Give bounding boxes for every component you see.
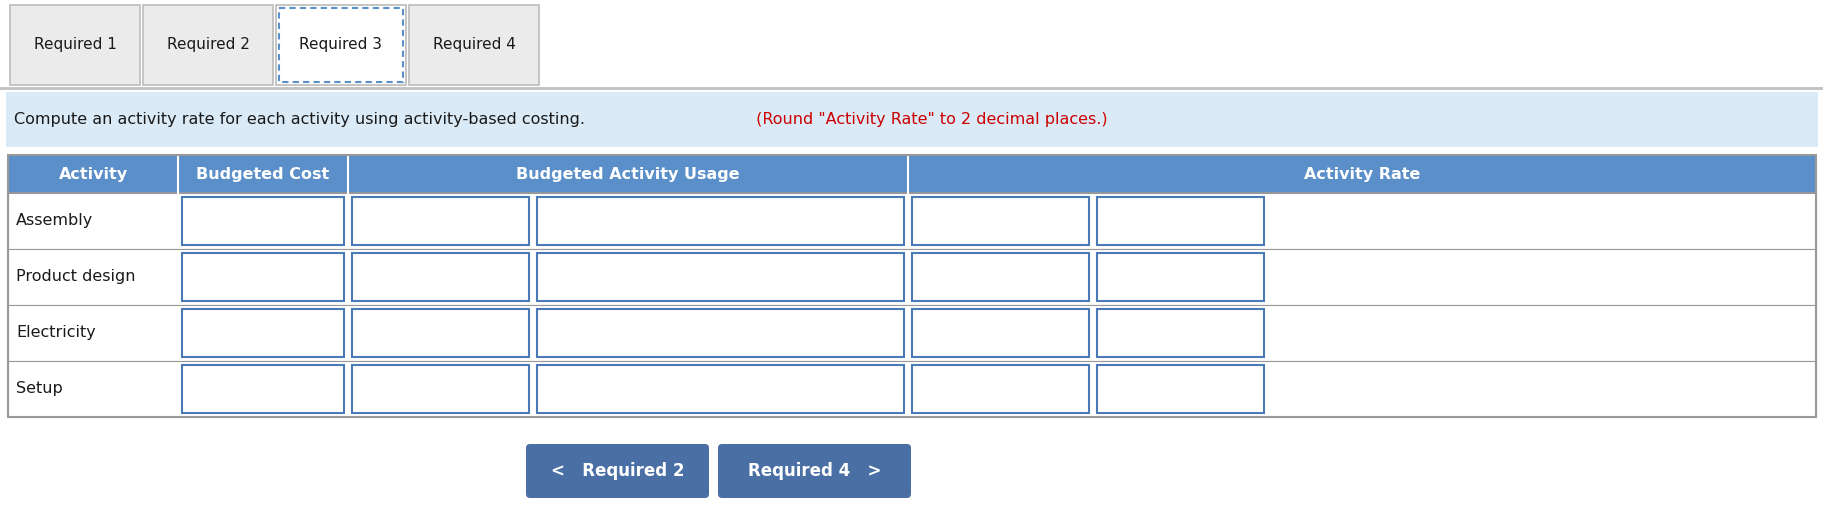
FancyBboxPatch shape — [912, 253, 1088, 301]
FancyBboxPatch shape — [275, 5, 407, 85]
Text: Activity: Activity — [58, 167, 128, 181]
Text: Required 4: Required 4 — [432, 37, 516, 53]
FancyBboxPatch shape — [718, 444, 910, 498]
FancyBboxPatch shape — [1096, 253, 1263, 301]
Text: <   Required 2: < Required 2 — [551, 462, 684, 480]
FancyBboxPatch shape — [182, 197, 345, 245]
FancyBboxPatch shape — [182, 365, 345, 413]
Text: Required 1: Required 1 — [33, 37, 117, 53]
FancyBboxPatch shape — [408, 5, 540, 85]
Text: Setup: Setup — [16, 381, 62, 396]
FancyBboxPatch shape — [1096, 309, 1263, 357]
FancyBboxPatch shape — [912, 197, 1088, 245]
FancyBboxPatch shape — [525, 444, 709, 498]
FancyBboxPatch shape — [352, 197, 529, 245]
FancyBboxPatch shape — [182, 253, 345, 301]
Text: Budgeted Activity Usage: Budgeted Activity Usage — [516, 167, 740, 181]
FancyBboxPatch shape — [912, 365, 1088, 413]
FancyBboxPatch shape — [7, 249, 1816, 305]
FancyBboxPatch shape — [536, 197, 904, 245]
FancyBboxPatch shape — [5, 92, 1818, 147]
FancyBboxPatch shape — [1096, 365, 1263, 413]
Text: Required 3: Required 3 — [299, 37, 383, 53]
FancyBboxPatch shape — [7, 361, 1816, 417]
FancyBboxPatch shape — [182, 309, 345, 357]
Text: Product design: Product design — [16, 270, 135, 285]
FancyBboxPatch shape — [352, 253, 529, 301]
FancyBboxPatch shape — [9, 5, 140, 85]
Text: Electricity: Electricity — [16, 326, 95, 340]
FancyBboxPatch shape — [352, 365, 529, 413]
Text: Compute an activity rate for each activity using activity-based costing.: Compute an activity rate for each activi… — [15, 112, 585, 127]
FancyBboxPatch shape — [536, 365, 904, 413]
Text: (Round "Activity Rate" to 2 decimal places.): (Round "Activity Rate" to 2 decimal plac… — [751, 112, 1107, 127]
FancyBboxPatch shape — [7, 193, 1816, 249]
Text: Assembly: Assembly — [16, 213, 93, 229]
FancyBboxPatch shape — [142, 5, 273, 85]
Text: Required 2: Required 2 — [166, 37, 250, 53]
FancyBboxPatch shape — [1096, 197, 1263, 245]
FancyBboxPatch shape — [536, 253, 904, 301]
FancyBboxPatch shape — [7, 305, 1816, 361]
FancyBboxPatch shape — [7, 155, 1816, 193]
Text: Required 4   >: Required 4 > — [747, 462, 881, 480]
FancyBboxPatch shape — [912, 309, 1088, 357]
Text: Activity Rate: Activity Rate — [1303, 167, 1420, 181]
FancyBboxPatch shape — [352, 309, 529, 357]
FancyBboxPatch shape — [536, 309, 904, 357]
Text: Budgeted Cost: Budgeted Cost — [197, 167, 330, 181]
